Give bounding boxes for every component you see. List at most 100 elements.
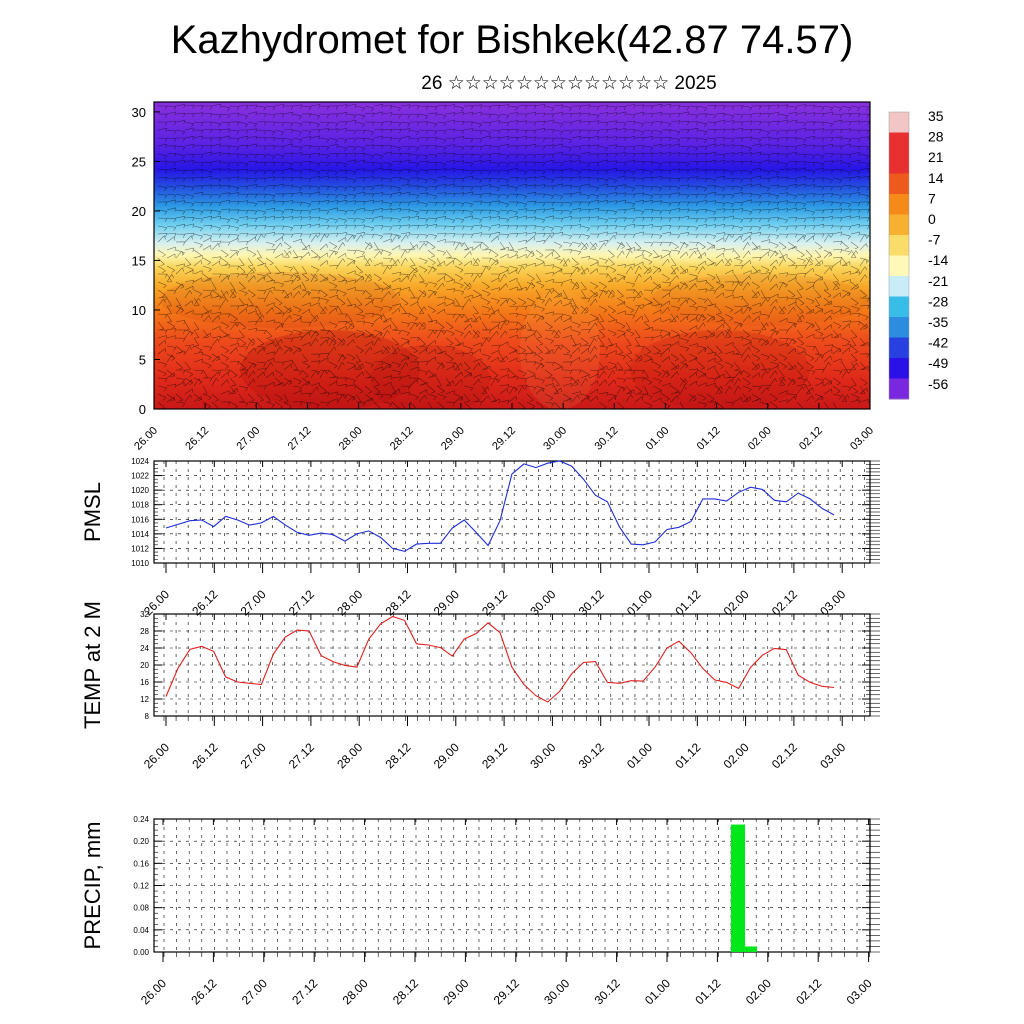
heatmap-x-tick-label: 27.00 <box>234 425 262 453</box>
colorbar-label: -14 <box>928 252 948 268</box>
x-tick-label: 27.12 <box>289 976 320 1007</box>
heatmap-x-tick-label: 02.00 <box>746 425 774 453</box>
colorbar-swatch <box>889 235 909 256</box>
heatmap-x-tick-label: 30.00 <box>541 425 569 453</box>
y-tick-label: 0.08 <box>133 904 149 913</box>
y-tick-label: 0.00 <box>133 948 149 957</box>
heatmap-shade-3 <box>520 290 600 409</box>
heatmap-y-tick-label: 0 <box>139 402 146 417</box>
x-tick-label: 27.00 <box>239 976 270 1007</box>
y-tick-label: 1012 <box>131 544 149 553</box>
colorbar-label: 28 <box>928 129 944 145</box>
x-tick-label: 29.00 <box>440 976 471 1007</box>
series-line <box>165 615 835 703</box>
x-tick-label: 30.00 <box>541 976 572 1007</box>
y-tick-label: 1024 <box>131 457 149 466</box>
colorbar-swatch <box>889 255 909 277</box>
colorbar-label: 7 <box>928 190 936 206</box>
x-tick-label: 29.12 <box>479 740 510 771</box>
heatmap-field <box>154 102 870 409</box>
y-tick-label: 1016 <box>131 515 149 524</box>
y-tick-label: 0.16 <box>133 859 149 868</box>
heatmap-x-tick-label: 28.12 <box>388 425 416 453</box>
precip-bar <box>731 824 745 952</box>
heatmap-y-tick-label: 20 <box>132 204 146 219</box>
heatmap-x-tick-label: 02.12 <box>797 425 825 453</box>
heatmap-x-tick-label: 01.12 <box>695 425 723 453</box>
x-tick-label: 30.12 <box>592 976 623 1007</box>
x-tick-label: 26.12 <box>189 740 220 771</box>
colorbar-label: -42 <box>928 335 948 351</box>
y-tick-label: 32 <box>140 610 149 619</box>
precip-panel: 0.00 0.04 0.08 0.12 0.16 0.20 0.24 26.00 26.12 27… <box>80 815 880 1007</box>
colorbar-swatch <box>889 194 909 215</box>
colorbar-label: -49 <box>928 355 948 371</box>
x-tick-label: 02.00 <box>721 740 752 771</box>
heatmap-shade-2 <box>630 330 810 409</box>
y-tick-label: 24 <box>140 644 149 653</box>
heatmap-shade-4 <box>160 272 400 328</box>
y-tick-label: 1010 <box>131 559 149 568</box>
colorbar-swatch <box>889 132 909 154</box>
wind-barbs <box>157 103 870 409</box>
heatmap-x-tick-label: 30.12 <box>592 425 620 453</box>
colorbar-swatch <box>889 358 909 379</box>
colorbar-swatch <box>889 337 909 359</box>
heatmap-y-axis: 0 5 10 15 20 25 30 <box>132 105 160 417</box>
colorbar-label: -35 <box>928 314 948 330</box>
y-axis-label: PMSL <box>80 482 105 542</box>
grid <box>154 460 870 564</box>
heatmap-x-tick-label: 29.12 <box>490 425 518 453</box>
y-tick-label: 1020 <box>131 486 149 495</box>
x-tick-label: 30.00 <box>527 740 558 771</box>
colorbar-swatch <box>889 276 909 297</box>
heatmap-y-tick-label: 30 <box>132 105 146 120</box>
x-tick-label: 26.12 <box>188 976 219 1007</box>
y-tick-label: 28 <box>140 627 149 636</box>
x-tick-label: 30.12 <box>576 740 607 771</box>
colorbar-label: -28 <box>928 293 948 309</box>
chart-subtitle: 26 ☆☆☆☆☆☆☆☆☆☆☆☆☆ 2025 <box>421 73 717 94</box>
colorbar-label: 35 <box>928 108 944 124</box>
y-tick-label: 0.12 <box>133 882 149 891</box>
y-tick-label: 0.20 <box>133 837 149 846</box>
colorbar-swatch <box>889 173 909 195</box>
grid <box>154 818 870 953</box>
colorbar-label: -21 <box>928 273 948 289</box>
wind-barb-field <box>157 103 870 409</box>
y-tick-label: 0.04 <box>133 926 149 935</box>
x-tick-label: 02.00 <box>743 976 774 1007</box>
heatmap-panel: 0 5 10 15 20 25 30 26.00 26.12 27.00 27.12 28.00 28… <box>132 101 876 453</box>
x-tick-label: 02.12 <box>769 740 800 771</box>
heatmap-y-tick-label: 25 <box>132 154 146 169</box>
x-tick-label: 01.12 <box>672 740 703 771</box>
plot-frame <box>153 460 871 564</box>
x-tick-label: 26.00 <box>138 976 169 1007</box>
y-tick-label: 1018 <box>131 501 149 510</box>
colorbar-swatch <box>889 296 909 318</box>
heatmap-y-tick-label: 15 <box>132 253 146 268</box>
heatmap-y-tick-label: 10 <box>132 303 146 318</box>
x-tick-label: 28.00 <box>334 740 365 771</box>
x-tick-label: 01.12 <box>692 976 723 1007</box>
colorbar-swatch <box>889 317 909 338</box>
heatmap-y-tick-label: 5 <box>139 352 146 367</box>
colorbar-label: -56 <box>928 376 948 392</box>
heatmap-x-tick-label: 27.12 <box>286 425 314 453</box>
y-tick-label: 20 <box>140 661 149 670</box>
heatmap-x-tick-label: 26.00 <box>132 425 160 453</box>
heatmap-shade-5 <box>650 274 870 326</box>
y-tick-label: 0.24 <box>133 815 149 824</box>
x-tick-label: 27.12 <box>286 740 317 771</box>
y-tick-label: 1022 <box>131 472 149 481</box>
colorbar-swatch <box>889 112 909 133</box>
temp-panel: 8 12 16 20 24 28 32 26.00 26.12 27.00 27.12 28.00 28… <box>80 601 880 771</box>
heatmap-shade-0 <box>240 330 420 409</box>
x-tick-label: 28.12 <box>382 740 413 771</box>
x-tick-label: 28.00 <box>340 976 371 1007</box>
heatmap-x-tick-label: 28.00 <box>337 425 365 453</box>
colorbar-frame <box>888 111 910 400</box>
heatmap-x-tick-label: 01.00 <box>644 425 672 453</box>
grid <box>154 613 870 717</box>
